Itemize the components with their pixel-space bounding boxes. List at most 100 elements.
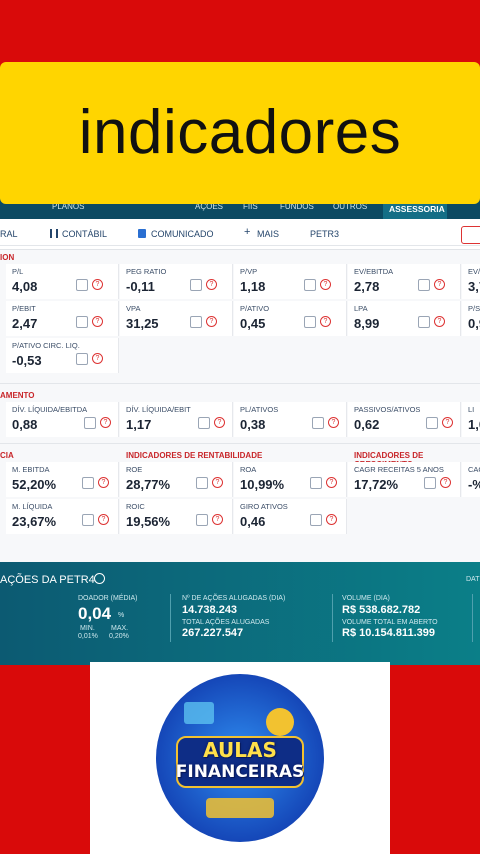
indicator-value: 0,88 <box>12 417 38 432</box>
help-button[interactable]: ? <box>434 279 445 290</box>
divider <box>332 594 333 642</box>
divider <box>472 594 473 642</box>
tab[interactable]: CONTÁBIL <box>62 229 108 239</box>
chart-button[interactable] <box>418 316 430 328</box>
nav-item[interactable]: FIIS <box>243 202 258 211</box>
indicator-label: EV/ <box>468 267 480 276</box>
chart-button[interactable] <box>76 353 88 365</box>
help-button[interactable]: ? <box>440 477 451 488</box>
chart-button[interactable] <box>76 316 88 328</box>
chart-button[interactable] <box>82 514 94 526</box>
chart-button[interactable] <box>190 279 202 291</box>
help-button[interactable]: ? <box>442 417 453 428</box>
indicator-label: DÍV. LÍQUIDA/EBIT <box>126 405 191 414</box>
logo-decoration <box>206 798 274 818</box>
donor-unit: % <box>118 612 125 619</box>
help-button[interactable]: ? <box>326 514 337 525</box>
button[interactable] <box>461 226 480 244</box>
help-button[interactable]: ? <box>206 316 217 327</box>
help-button[interactable]: ? <box>214 417 225 428</box>
help-button[interactable]: ? <box>206 279 217 290</box>
chart-button[interactable] <box>82 477 94 489</box>
chart-button[interactable] <box>190 316 202 328</box>
chart-button[interactable] <box>304 279 316 291</box>
help-button[interactable]: ? <box>212 514 223 525</box>
indicator-cell: P/S0,9? <box>462 301 480 336</box>
indicator-value: 1,17 <box>126 417 152 432</box>
indicator-cell: P/EBIT 2,47? <box>6 301 119 336</box>
chart-button[interactable] <box>76 279 88 291</box>
chart-button[interactable] <box>196 514 208 526</box>
help-button[interactable]: ? <box>320 279 331 290</box>
chart-button[interactable] <box>310 514 322 526</box>
section-subtitle: INDICADORES DE RENTABILIDADE <box>126 451 263 460</box>
indicator-label: VPA <box>126 304 141 313</box>
indicator-cell: CAGR RECEITAS 5 ANOS 17,72%? <box>348 462 461 497</box>
shares-label: Nº DE AÇÕES ALUGADAS (DIA) <box>182 595 286 602</box>
rental-side: DAT <box>466 576 480 583</box>
volume-value: R$ 538.682.782 <box>342 604 421 616</box>
indicator-label: ROA <box>240 465 257 474</box>
help-button[interactable]: ? <box>98 514 109 525</box>
chart-button[interactable] <box>312 417 324 429</box>
help-button[interactable]: ? <box>320 316 331 327</box>
indicator-cell: M. LÍQUIDA 23,67%? <box>6 499 119 534</box>
help-button[interactable]: ? <box>434 316 445 327</box>
help-button[interactable]: ? <box>98 477 109 488</box>
indicator-cell: P/L 4,08? <box>6 264 119 299</box>
indicator-value: 10,99% <box>240 477 285 492</box>
indicator-value: 19,56% <box>126 514 171 529</box>
indicator-cell: PL/ATIVOS 0,38? <box>234 402 347 437</box>
chart-button[interactable] <box>84 417 96 429</box>
section-title: AMENTO <box>0 391 35 400</box>
indicator-value: 23,67% <box>12 514 57 529</box>
chart-button[interactable] <box>426 417 438 429</box>
tab[interactable]: MAIS <box>257 229 280 239</box>
nav-item[interactable]: FUNDOS <box>280 202 314 211</box>
chart-button[interactable] <box>304 316 316 328</box>
help-button[interactable]: ? <box>92 353 103 364</box>
indicator-cell: PEG RATIO -0,11? <box>120 264 233 299</box>
chart-button[interactable] <box>196 477 208 489</box>
donor-label: DOADOR (MÉDIA) <box>78 595 138 602</box>
donor-value: 0,04 <box>78 604 112 623</box>
max-label: MAX. <box>111 625 129 632</box>
indicator-value: 31,25 <box>126 316 159 331</box>
indicator-cell: VPA 31,25? <box>120 301 233 336</box>
indicator-cell: P/ATIVO 0,45? <box>234 301 347 336</box>
chart-button[interactable] <box>310 477 322 489</box>
tab[interactable]: COMUNICADO <box>151 229 214 239</box>
indicator-cell: ROE 28,77%? <box>120 462 233 497</box>
help-button[interactable]: ? <box>92 279 103 290</box>
help-button[interactable]: ? <box>100 417 111 428</box>
nav-item[interactable]: AÇÕES <box>195 202 224 211</box>
help-button[interactable]: ? <box>328 417 339 428</box>
indicator-value: 4,08 <box>12 279 38 294</box>
indicator-label: P/ATIVO CIRC. LIQ. <box>12 341 80 350</box>
indicator-cell: EV/EBITDA 2,78? <box>348 264 461 299</box>
chart-button[interactable] <box>198 417 210 429</box>
indicator-label: CAGR RECEITAS 5 ANOS <box>354 465 444 474</box>
total-value: 267.227.547 <box>182 627 244 639</box>
indicator-cell: PASSIVOS/ATIVOS 0,62? <box>348 402 461 437</box>
help-button[interactable]: ? <box>326 477 337 488</box>
indicator-value: 2,47 <box>12 316 38 331</box>
tab-bar: RAL CONTÁBIL COMUNICADO + MAIS PETR3 <box>0 219 480 250</box>
nav-item[interactable]: PLANOS <box>52 202 85 211</box>
banner-title: indicadores <box>78 98 402 167</box>
indicator-label: PASSIVOS/ATIVOS <box>354 405 421 414</box>
chart-button[interactable] <box>424 477 436 489</box>
nav-item[interactable]: OUTROS <box>333 202 368 211</box>
max-value: 0,20% <box>109 633 129 640</box>
help-button[interactable]: ? <box>212 477 223 488</box>
indicator-value: 0,38 <box>240 417 266 432</box>
help-button[interactable]: ? <box>92 316 103 327</box>
tab[interactable]: RAL <box>0 229 18 239</box>
indicator-cell: LI1,0? <box>462 402 480 437</box>
rental-panel: AÇÕES DA PETR4 DAT DOADOR (MÉDIA) 0,04 %… <box>0 562 480 665</box>
tab[interactable]: PETR3 <box>310 229 340 239</box>
indicator-label: CAG <box>468 465 480 474</box>
chart-button[interactable] <box>418 279 430 291</box>
indicator-label: ROE <box>126 465 143 474</box>
